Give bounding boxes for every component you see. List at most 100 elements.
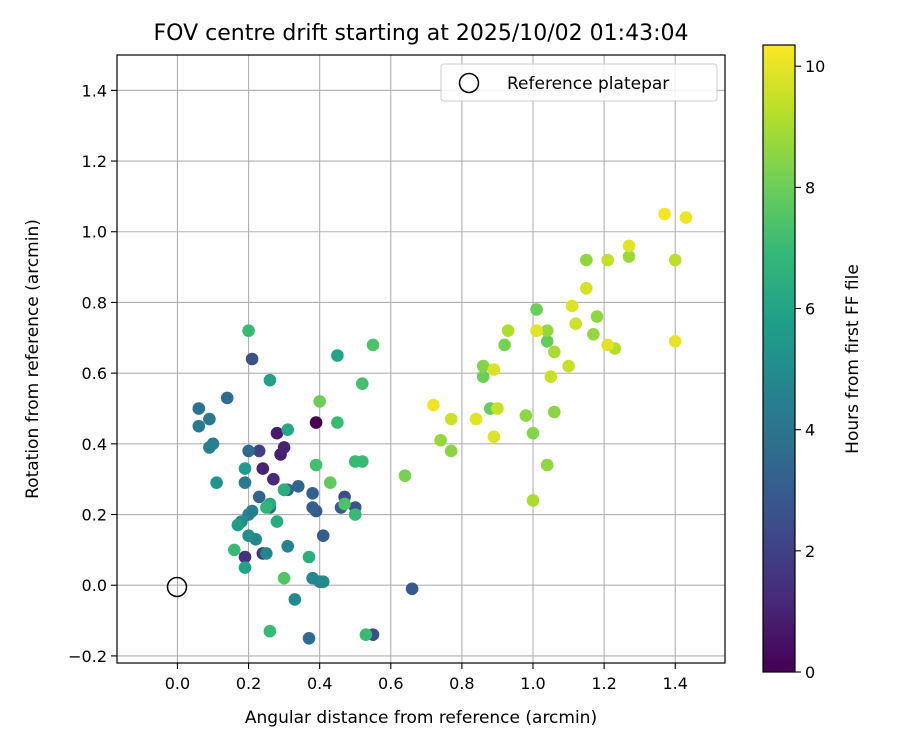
x-tick-label: 1.4: [662, 674, 687, 693]
data-point: [544, 370, 558, 384]
data-point: [580, 253, 593, 267]
data-point: [281, 540, 295, 553]
data-point: [238, 561, 252, 574]
data-point: [263, 373, 277, 387]
data-point: [242, 529, 255, 542]
data-point: [668, 335, 682, 348]
data-point: [540, 335, 554, 348]
data-point: [580, 282, 593, 295]
y-axis-ticks: −0.2 0.0 0.2 0.4 0.6 0.8 1.0 1.2 1.4: [68, 81, 117, 666]
data-point: [601, 253, 614, 267]
data-point: [316, 529, 330, 542]
y-tick-label: 0.6: [82, 364, 107, 383]
grid: [117, 55, 725, 663]
x-tick-label: 1.2: [591, 674, 616, 693]
data-point: [277, 571, 291, 585]
data-point: [476, 370, 490, 384]
data-point: [530, 303, 543, 316]
data-point: [548, 345, 561, 359]
colorbar-label: Hours from first FF file: [843, 264, 863, 454]
colorbar: 0 2 4 6 8 10 Hours from first FF file: [762, 44, 863, 682]
data-point: [260, 547, 273, 560]
data-point: [242, 444, 255, 458]
x-axis-ticks: 0.0 0.2 0.4 0.6 0.8 1.0 1.2 1.4: [165, 663, 688, 693]
legend-box: [440, 63, 718, 102]
data-point: [434, 434, 447, 447]
data-point: [398, 469, 412, 483]
x-tick-label: 0.2: [236, 674, 261, 693]
data-point: [658, 207, 671, 221]
data-point: [306, 487, 319, 500]
data-point: [270, 426, 284, 440]
colorbar-tick-label: 8: [805, 178, 815, 197]
data-point: [231, 518, 245, 532]
data-point: [366, 338, 380, 352]
legend-label-reference: Reference platepar: [507, 74, 669, 94]
data-point: [252, 490, 266, 504]
chart-title: FOV centre drift starting at 2025/10/02 …: [154, 21, 689, 46]
reference-point-marker: [166, 576, 188, 598]
colorbar-tick-label: 0: [805, 663, 815, 682]
y-tick-label: 0.0: [82, 576, 107, 595]
data-point: [302, 632, 316, 645]
data-point: [530, 324, 543, 338]
data-point: [242, 324, 255, 338]
data-point: [331, 349, 344, 362]
legend: Reference platepar: [440, 63, 718, 102]
data-point: [309, 416, 323, 429]
data-point: [601, 338, 614, 352]
x-tick-label: 1.0: [520, 674, 545, 693]
data-point: [519, 409, 533, 422]
x-tick-label: 0.8: [449, 674, 474, 693]
data-point: [277, 483, 291, 497]
data-point: [192, 402, 206, 415]
data-point: [263, 624, 277, 638]
data-point: [220, 391, 234, 405]
colorbar-tick-label: 10: [805, 57, 825, 76]
data-point: [228, 543, 241, 557]
data-point: [679, 211, 693, 224]
data-point: [587, 328, 600, 341]
data-point: [313, 395, 327, 408]
colorbar-tick-label: 4: [805, 421, 815, 440]
data-point: [270, 515, 284, 528]
data-point: [476, 359, 490, 373]
data-point: [540, 458, 554, 472]
data-point: [203, 441, 216, 454]
data-point: [668, 253, 682, 267]
colorbar-ticks: 0 2 4 6 8 10: [795, 57, 825, 682]
data-point: [309, 458, 323, 472]
data-point: [238, 476, 252, 490]
data-points: [192, 207, 693, 645]
data-point: [281, 423, 295, 437]
data-point: [491, 402, 504, 415]
data-point: [292, 480, 305, 493]
y-tick-label: 1.0: [82, 223, 107, 242]
data-point: [526, 494, 540, 507]
y-tick-label: 0.8: [82, 293, 107, 312]
data-point: [540, 324, 554, 338]
data-point: [590, 310, 604, 323]
y-tick-label: −0.2: [68, 647, 107, 666]
data-point: [565, 299, 579, 313]
y-tick-label: 1.4: [82, 81, 107, 100]
data-point: [487, 430, 501, 444]
data-point: [210, 476, 223, 490]
data-point: [256, 462, 270, 475]
colorbar-tick-label: 2: [805, 542, 815, 561]
data-point: [245, 352, 259, 366]
data-point: [498, 338, 511, 352]
data-point: [356, 455, 369, 468]
data-point: [487, 363, 501, 376]
colorbar-tick-label: 6: [805, 300, 815, 319]
x-axis-label: Angular distance from reference (arcmin): [245, 708, 597, 728]
data-point: [562, 359, 575, 373]
plot-area-frame: [116, 54, 726, 664]
y-tick-label: 0.4: [82, 435, 107, 454]
data-point: [306, 501, 319, 514]
data-point: [405, 582, 419, 596]
data-point: [338, 497, 351, 511]
y-tick-label: 0.2: [82, 506, 107, 525]
data-point: [469, 412, 483, 426]
